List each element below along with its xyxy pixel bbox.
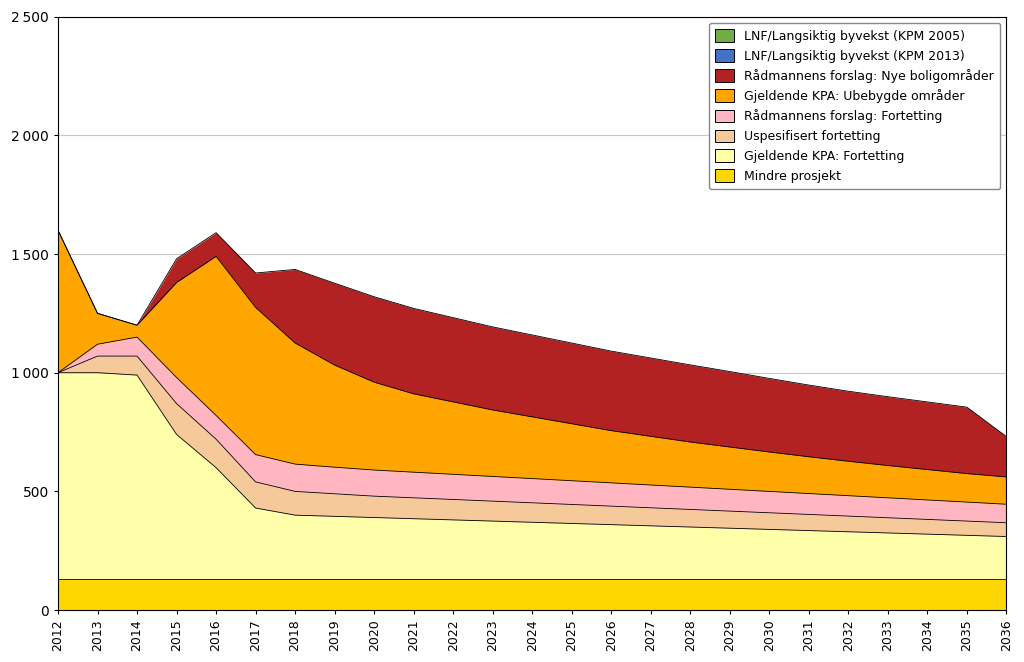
Legend: LNF/Langsiktig byvekst (KPM 2005), LNF/Langsiktig byvekst (KPM 2013), Rådmannens: LNF/Langsiktig byvekst (KPM 2005), LNF/L… [710,23,1000,189]
